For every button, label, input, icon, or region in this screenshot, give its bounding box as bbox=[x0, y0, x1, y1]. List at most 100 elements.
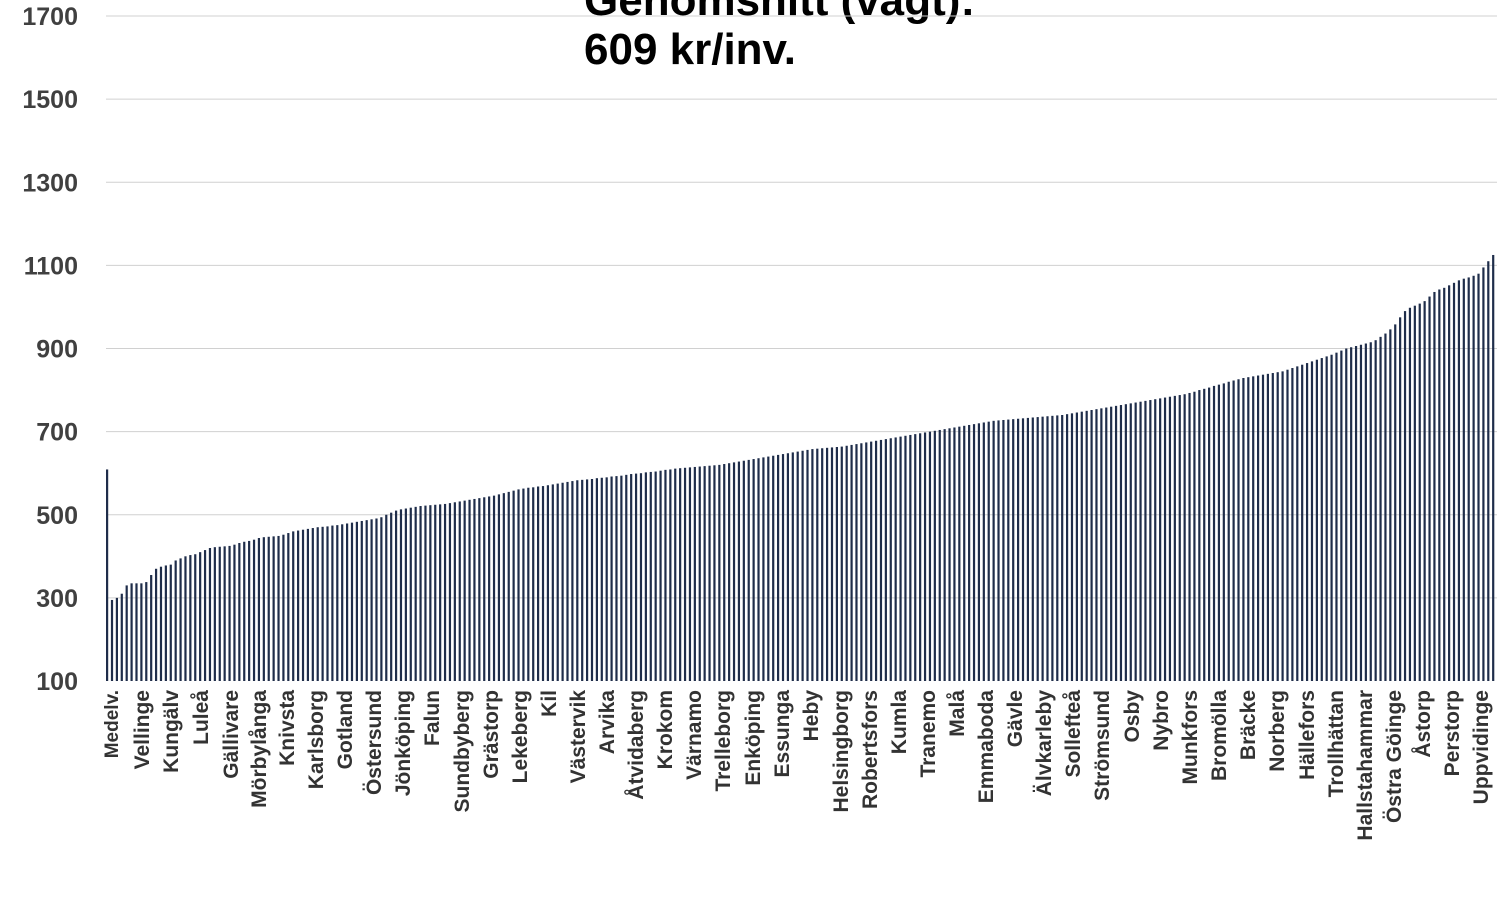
bar bbox=[821, 448, 824, 681]
bar bbox=[767, 456, 770, 681]
x-tick-label: Enköping bbox=[742, 690, 765, 786]
bar bbox=[889, 438, 892, 681]
x-tick-label: Heby bbox=[800, 690, 823, 742]
bar bbox=[1452, 282, 1456, 681]
bar bbox=[208, 548, 212, 681]
bar bbox=[1271, 373, 1274, 681]
bar bbox=[492, 495, 496, 681]
x-tick-label: Knivsta bbox=[276, 690, 299, 766]
bar bbox=[1472, 275, 1475, 681]
bar bbox=[982, 422, 985, 681]
bar bbox=[781, 454, 785, 681]
x-tick-label: Falun bbox=[421, 690, 444, 746]
bar bbox=[923, 432, 927, 681]
bar bbox=[1188, 392, 1191, 681]
bar bbox=[1070, 413, 1074, 681]
bar bbox=[1198, 390, 1201, 681]
bar bbox=[581, 479, 584, 681]
bar bbox=[1477, 273, 1480, 681]
x-tick-label: Hällefors bbox=[1296, 690, 1319, 780]
bar bbox=[630, 474, 633, 681]
bar bbox=[884, 439, 887, 681]
bar bbox=[169, 564, 172, 682]
x-tick-label: Östersund bbox=[363, 690, 386, 795]
x-tick-label: Malå bbox=[946, 690, 969, 737]
bar bbox=[659, 470, 662, 681]
x-tick-label: Sundbyberg bbox=[451, 690, 474, 813]
bar bbox=[1247, 377, 1250, 681]
bar bbox=[1061, 415, 1064, 681]
bar bbox=[1075, 412, 1078, 681]
bar bbox=[233, 544, 236, 681]
bar bbox=[1100, 408, 1103, 681]
bar bbox=[1369, 342, 1372, 681]
bar bbox=[718, 464, 721, 682]
bar bbox=[360, 520, 363, 681]
bar bbox=[390, 512, 393, 681]
bar bbox=[860, 443, 863, 681]
x-tick-label: Gotland bbox=[334, 690, 357, 769]
bar bbox=[728, 463, 731, 681]
bar bbox=[1222, 383, 1225, 681]
bar bbox=[1399, 317, 1402, 681]
bar bbox=[1359, 344, 1363, 681]
bar bbox=[1212, 385, 1216, 681]
bar bbox=[1261, 374, 1265, 681]
bar bbox=[1448, 285, 1451, 681]
bar bbox=[1379, 336, 1382, 681]
bar bbox=[1335, 352, 1338, 681]
bar bbox=[184, 556, 187, 681]
bar bbox=[228, 545, 231, 681]
bar bbox=[953, 427, 956, 681]
bar bbox=[840, 446, 843, 681]
bar bbox=[301, 529, 305, 681]
bar bbox=[512, 490, 515, 681]
bar bbox=[1423, 301, 1426, 681]
bar bbox=[1139, 401, 1142, 681]
bar bbox=[610, 476, 613, 681]
bar bbox=[463, 500, 466, 681]
bar bbox=[551, 484, 554, 681]
x-tick-label: Emmaboda bbox=[975, 690, 998, 804]
bar bbox=[238, 543, 241, 681]
bar bbox=[248, 540, 251, 681]
bar bbox=[370, 519, 373, 681]
bar bbox=[1266, 373, 1269, 681]
bar bbox=[1345, 348, 1348, 681]
bar bbox=[968, 424, 971, 681]
x-tick-label: Essunga bbox=[771, 690, 794, 778]
bar bbox=[772, 455, 775, 681]
bar bbox=[316, 527, 319, 681]
bar bbox=[414, 506, 417, 681]
bar bbox=[346, 523, 349, 681]
bar bbox=[1413, 305, 1416, 681]
bar bbox=[1389, 329, 1392, 681]
bar bbox=[1408, 307, 1412, 681]
bar bbox=[110, 599, 114, 681]
bar bbox=[409, 507, 412, 681]
bar bbox=[399, 509, 403, 681]
bar bbox=[1354, 346, 1358, 681]
bar bbox=[350, 522, 354, 681]
bar bbox=[326, 526, 329, 681]
bar bbox=[757, 458, 760, 681]
bar bbox=[1325, 356, 1328, 681]
bar bbox=[282, 534, 285, 681]
x-tick-label: Uppvidinge bbox=[1470, 690, 1493, 804]
bar bbox=[257, 538, 261, 681]
x-tick-label: Osby bbox=[1121, 690, 1144, 743]
bar bbox=[424, 505, 427, 681]
x-tick-label: Bräcke bbox=[1237, 690, 1260, 760]
x-tick-label: Mörbylånga bbox=[248, 690, 271, 808]
bar bbox=[1007, 419, 1010, 681]
bar bbox=[1159, 398, 1162, 682]
bar bbox=[478, 498, 481, 682]
bar bbox=[1085, 410, 1088, 681]
bar bbox=[777, 454, 780, 681]
bar bbox=[576, 480, 579, 681]
bar bbox=[532, 487, 535, 681]
bar bbox=[654, 471, 657, 681]
bar bbox=[879, 439, 883, 681]
bar bbox=[154, 568, 158, 681]
